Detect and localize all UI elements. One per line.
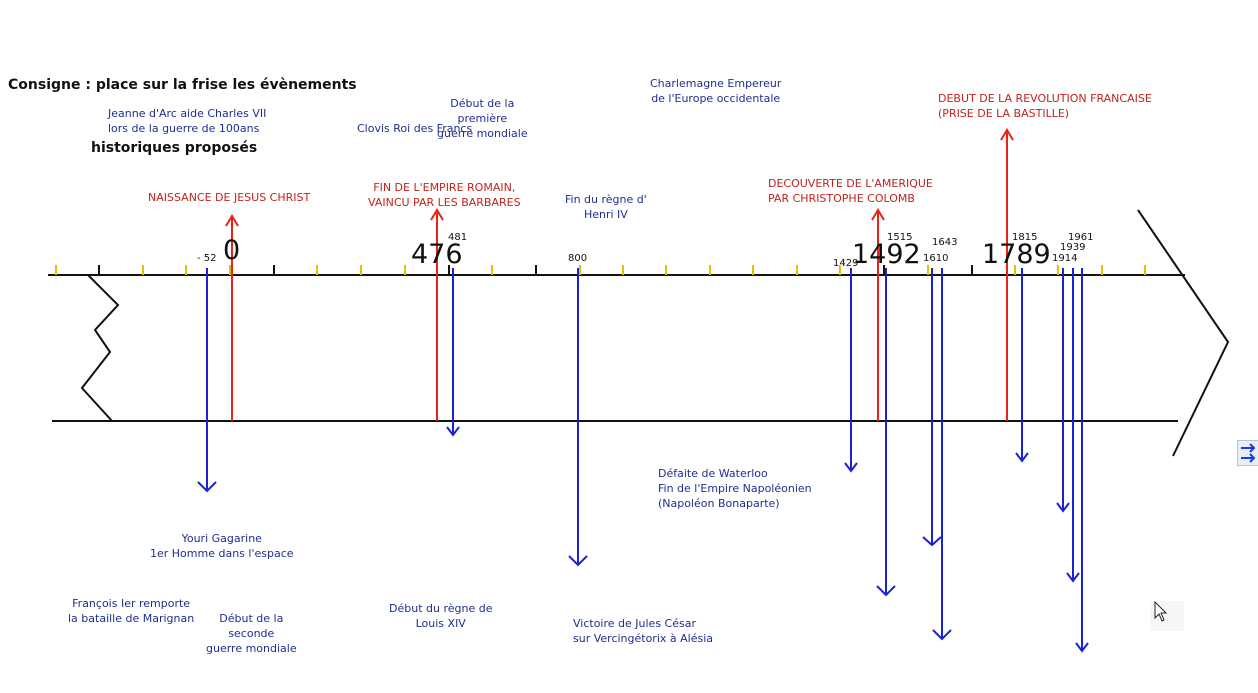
event-waterloo[interactable]: Défaite de Waterloo Fin de l'Empire Napo… [658,467,812,510]
arrow-1961 [1075,268,1089,653]
year-minus52: - 52 [197,253,217,264]
arrow-1429 [844,268,858,473]
frieze-arrowhead [1137,209,1230,457]
arrow-1610 [922,268,942,547]
event-gagarine[interactable]: Youri Gagarine 1er Homme dans l'espace [150,532,294,560]
frieze-break-zigzag [80,274,120,422]
instruction-line-1: Consigne : place sur la frise les évènem… [8,77,357,93]
event-charlemagne[interactable]: Charlemagne Empereur de l'Europe occiden… [650,77,782,105]
year-1789: 1789 [982,239,1051,270]
year-1939: 1939 [1060,242,1086,253]
arrow-revolution [1000,128,1014,421]
event-louis-xiv[interactable]: Début du règne de Louis XIV [389,602,493,630]
year-476: 476 [411,239,463,270]
arrow-1914 [1056,268,1070,513]
event-henri-iv[interactable]: Fin du règne d' Henri IV [565,193,647,221]
event-marignan[interactable]: François Ier remporte la bataille de Mar… [68,597,195,625]
year-1429: 1429 [833,258,859,269]
mouse-pointer-icon [1154,600,1168,622]
event-decouverte-amerique: DECOUVERTE DE L'AMERIQUE PAR CHRISTOPHE … [768,177,933,205]
year-1914: 1914 [1052,253,1078,264]
arrow-800 [568,268,588,567]
instruction-line-2: historiques proposés [91,140,258,156]
blue-arrows [197,268,1089,653]
arrow-jesus [225,214,239,421]
event-premiere-guerre-mondiale[interactable]: Début de la première guerre mondiale [437,97,528,140]
arrow-1515 [876,268,896,597]
year-1492: 1492 [852,239,921,270]
event-jeanne-darc[interactable]: Jeanne d'Arc aide Charles VII lors de la… [108,107,267,135]
double-right-arrow-icon [1241,443,1256,463]
arrow-1815 [1015,268,1029,463]
red-arrows [225,128,1014,421]
tick-marks [55,265,1146,275]
year-481: 481 [448,232,468,243]
event-fin-empire-romain: FIN DE L'EMPIRE ROMAIN, VAINCU PAR LES B… [368,181,521,209]
arrow-rome [430,208,444,421]
year-800: 800 [568,253,588,264]
year-1515: 1515 [887,232,913,243]
event-seconde-guerre-mondiale[interactable]: Début de la seconde guerre mondiale [206,612,297,655]
year-1961: 1961 [1068,232,1094,243]
instruction: Consigne : place sur la frise les évènem… [8,33,357,201]
year-1610: 1610 [923,253,949,264]
mouse-cursor [1150,600,1184,631]
scroll-arrows-button[interactable] [1237,440,1258,466]
year-1643: 1643 [932,237,958,248]
event-jesus-christ: NAISSANCE DE JESUS CHRIST [148,191,311,204]
event-revolution-francaise: DEBUT DE LA REVOLUTION FRANCAISE (PRISE … [938,92,1152,120]
year-1815: 1815 [1012,232,1038,243]
event-jules-cesar[interactable]: Victoire de Jules César sur Vercingétori… [573,617,714,645]
arrow-481 [446,268,460,437]
arrow-1643 [932,268,952,641]
arrow-minus52 [197,268,217,493]
arrow-america [871,208,885,421]
year-0: 0 [223,235,241,266]
event-clovis[interactable]: Clovis Roi des Francs [357,122,473,135]
arrow-1939 [1066,268,1080,583]
